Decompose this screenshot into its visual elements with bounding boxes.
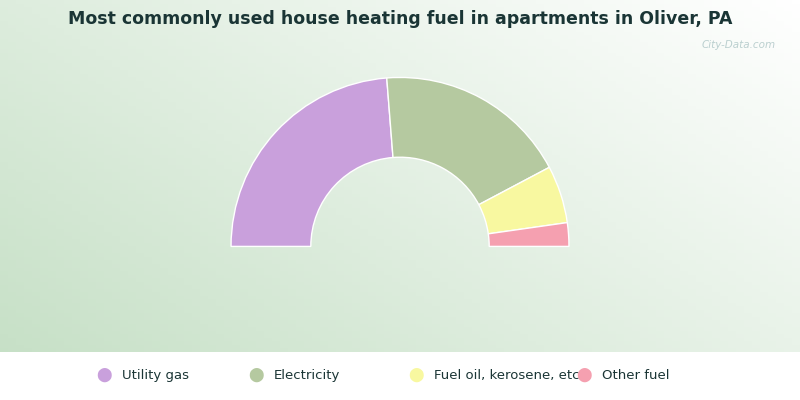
Text: Electricity: Electricity	[274, 369, 340, 382]
Text: Other fuel: Other fuel	[602, 369, 669, 382]
Text: ⬤: ⬤	[576, 368, 592, 382]
Text: City-Data.com: City-Data.com	[702, 40, 776, 50]
Wedge shape	[231, 78, 393, 246]
Wedge shape	[386, 78, 550, 205]
Wedge shape	[479, 167, 567, 234]
Text: ⬤: ⬤	[96, 368, 112, 382]
Text: Utility gas: Utility gas	[122, 369, 189, 382]
Text: ⬤: ⬤	[248, 368, 264, 382]
Text: ⬤: ⬤	[408, 368, 424, 382]
Text: Most commonly used house heating fuel in apartments in Oliver, PA: Most commonly used house heating fuel in…	[68, 10, 732, 28]
Text: Fuel oil, kerosene, etc.: Fuel oil, kerosene, etc.	[434, 369, 583, 382]
Wedge shape	[488, 222, 569, 246]
